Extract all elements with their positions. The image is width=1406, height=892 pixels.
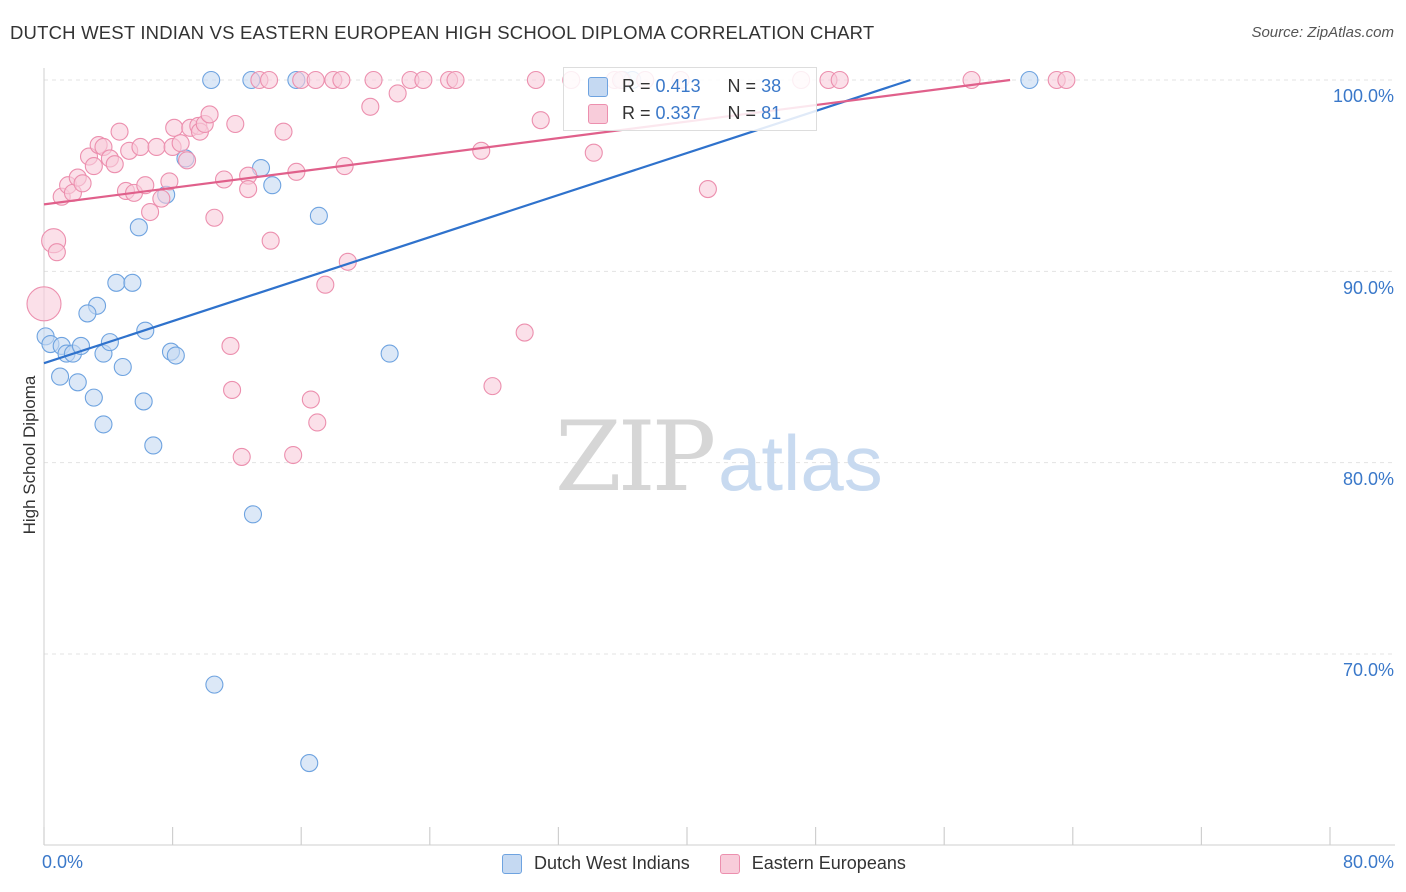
point-eastern-european: [239, 180, 258, 199]
point-eastern-european: [84, 157, 103, 176]
point-eastern-european: [414, 70, 433, 90]
point-eastern-european: [531, 111, 550, 130]
n-value-eastern: 81: [761, 103, 782, 123]
point-eastern-european: [284, 445, 303, 465]
point-eastern-european: [178, 151, 197, 170]
point-eastern-european: [26, 286, 62, 322]
r-label: R =: [622, 76, 651, 96]
watermark-zip: ZIP: [555, 401, 714, 513]
point-dutch-west-indian: [309, 206, 328, 225]
point-eastern-european: [221, 336, 240, 356]
r-value-eastern: 0.337: [655, 103, 701, 123]
point-dutch-west-indian: [202, 70, 221, 90]
point-eastern-european: [483, 377, 502, 396]
point-eastern-european: [1057, 70, 1076, 90]
point-eastern-european: [131, 137, 150, 157]
point-dutch-west-indian: [300, 754, 319, 773]
point-eastern-european: [261, 231, 280, 250]
point-dutch-west-indian: [380, 344, 399, 363]
point-eastern-european: [205, 208, 224, 227]
legend-label-dutch: Dutch West Indians: [534, 853, 690, 873]
point-dutch-west-indian: [134, 392, 153, 411]
legend-swatch-dutch: [502, 853, 522, 874]
point-eastern-european: [147, 137, 166, 157]
point-eastern-european: [698, 180, 717, 199]
point-dutch-west-indian: [129, 218, 148, 237]
point-eastern-european: [361, 97, 380, 116]
point-eastern-european: [332, 70, 351, 90]
n-label: N =: [727, 76, 757, 96]
point-dutch-west-indian: [113, 357, 132, 377]
legend-swatch-eastern: [588, 103, 608, 124]
chart-source: Source: ZipAtlas.com: [1251, 24, 1394, 41]
legend-swatch-dutch: [588, 76, 608, 97]
watermark-atlas: atlas: [718, 419, 883, 507]
x-tick-label-max: 80.0%: [1342, 852, 1394, 872]
chart-title: DUTCH WEST INDIAN VS EASTERN EUROPEAN HI…: [10, 22, 875, 43]
point-eastern-european: [136, 176, 155, 195]
point-dutch-west-indian: [144, 436, 163, 455]
y-tick-label-90: 90.0%: [1342, 278, 1394, 298]
stats-legend-row-eastern: R = 0.337 N = 81: [588, 103, 781, 124]
point-eastern-european: [830, 70, 849, 90]
point-dutch-west-indian: [243, 505, 263, 524]
legend-label-eastern: Eastern Europeans: [751, 853, 906, 873]
point-eastern-european: [259, 70, 279, 90]
legend-swatch-eastern: [719, 853, 740, 874]
trendline-eastern-european: [43, 78, 1011, 206]
point-eastern-european: [584, 143, 603, 162]
point-eastern-european: [308, 413, 327, 432]
point-dutch-west-indian: [94, 415, 113, 434]
point-dutch-west-indian: [263, 176, 282, 195]
point-eastern-european: [472, 141, 491, 160]
y-tick-label-70: 70.0%: [1342, 660, 1394, 680]
point-eastern-european: [160, 172, 179, 191]
point-eastern-european: [446, 70, 465, 90]
point-eastern-european: [165, 118, 184, 137]
n-value-dutch: 38: [761, 76, 782, 96]
r-value-dutch: 0.413: [655, 76, 701, 96]
point-dutch-west-indian: [123, 273, 142, 292]
point-eastern-european: [171, 134, 190, 153]
point-eastern-european: [306, 70, 325, 90]
point-eastern-european: [301, 390, 320, 409]
point-eastern-european: [200, 105, 219, 124]
point-eastern-european: [274, 122, 293, 141]
point-eastern-european: [515, 323, 534, 342]
point-eastern-european: [152, 189, 171, 208]
y-tick-label-80: 80.0%: [1342, 469, 1394, 489]
legend-item-dutch: Dutch West Indians: [502, 853, 690, 874]
point-eastern-european: [316, 275, 335, 294]
point-eastern-european: [110, 122, 129, 141]
point-eastern-european: [73, 174, 92, 193]
point-eastern-european: [47, 243, 66, 262]
point-eastern-european: [364, 70, 383, 90]
point-eastern-european: [388, 84, 407, 103]
point-dutch-west-indian: [205, 675, 224, 694]
legend-item-eastern: Eastern Europeans: [719, 853, 906, 874]
point-dutch-west-indian: [166, 346, 185, 365]
stats-legend-row-dutch: R = 0.413 N = 38: [588, 76, 781, 97]
y-tick-label-100: 100.0%: [1332, 86, 1394, 106]
point-dutch-west-indian: [107, 273, 126, 292]
point-dutch-west-indian: [78, 304, 97, 323]
n-label: N =: [727, 103, 757, 123]
point-eastern-european: [141, 202, 160, 222]
point-eastern-european: [526, 70, 545, 90]
stats-legend: R = 0.413 N = 38 R = 0.337 N = 81: [563, 67, 817, 131]
point-eastern-european: [105, 155, 124, 174]
point-eastern-european: [226, 114, 245, 134]
x-tick-label-min: 0.0%: [42, 852, 84, 872]
point-eastern-european: [232, 447, 251, 466]
point-dutch-west-indian: [51, 367, 70, 386]
point-dutch-west-indian: [84, 388, 103, 407]
series-legend: Dutch West Indians Eastern Europeans: [502, 853, 936, 874]
point-eastern-european: [223, 380, 242, 400]
point-dutch-west-indian: [68, 373, 87, 392]
point-dutch-west-indian: [1020, 70, 1039, 90]
r-label: R =: [622, 103, 651, 123]
